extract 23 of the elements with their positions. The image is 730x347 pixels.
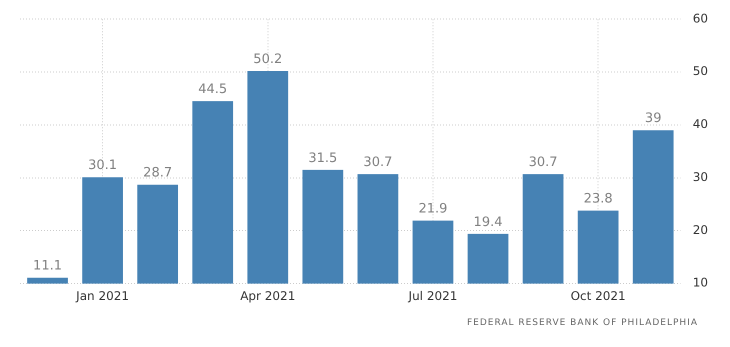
y-tick-label: 30 (692, 170, 708, 184)
y-tick-label: 60 (692, 11, 708, 26)
data-label: 50.2 (253, 52, 282, 67)
y-tick-label: 50 (692, 64, 708, 78)
x-tick-label: Oct 2021 (570, 288, 626, 303)
x-tick-label: Jan 2021 (75, 288, 130, 303)
text: FEDERAL RESERVE BANK OF PHILADELPHIA (466, 318, 698, 328)
data-label: 23.8 (584, 192, 613, 206)
data-label: 30.1 (88, 158, 118, 174)
data-label: 21.9 (418, 202, 448, 217)
data-label: 30.7 (528, 155, 558, 170)
data-label: 44.5 (198, 82, 228, 98)
data-label: 28.7 (143, 166, 172, 181)
data-label: 11.1 (33, 258, 62, 274)
y-tick-label: 10 (692, 276, 708, 290)
data-label: 30.7 (363, 155, 392, 170)
y-tick-label: 20 (692, 222, 708, 237)
x-tick-label: Apr 2021 (240, 288, 296, 303)
data-label: 39 (644, 111, 662, 126)
y-tick-label: 40 (692, 117, 708, 132)
data-label: 31.5 (308, 150, 338, 166)
data-label: 19.4 (474, 214, 502, 230)
x-tick-label: Jul 2021 (408, 288, 458, 303)
